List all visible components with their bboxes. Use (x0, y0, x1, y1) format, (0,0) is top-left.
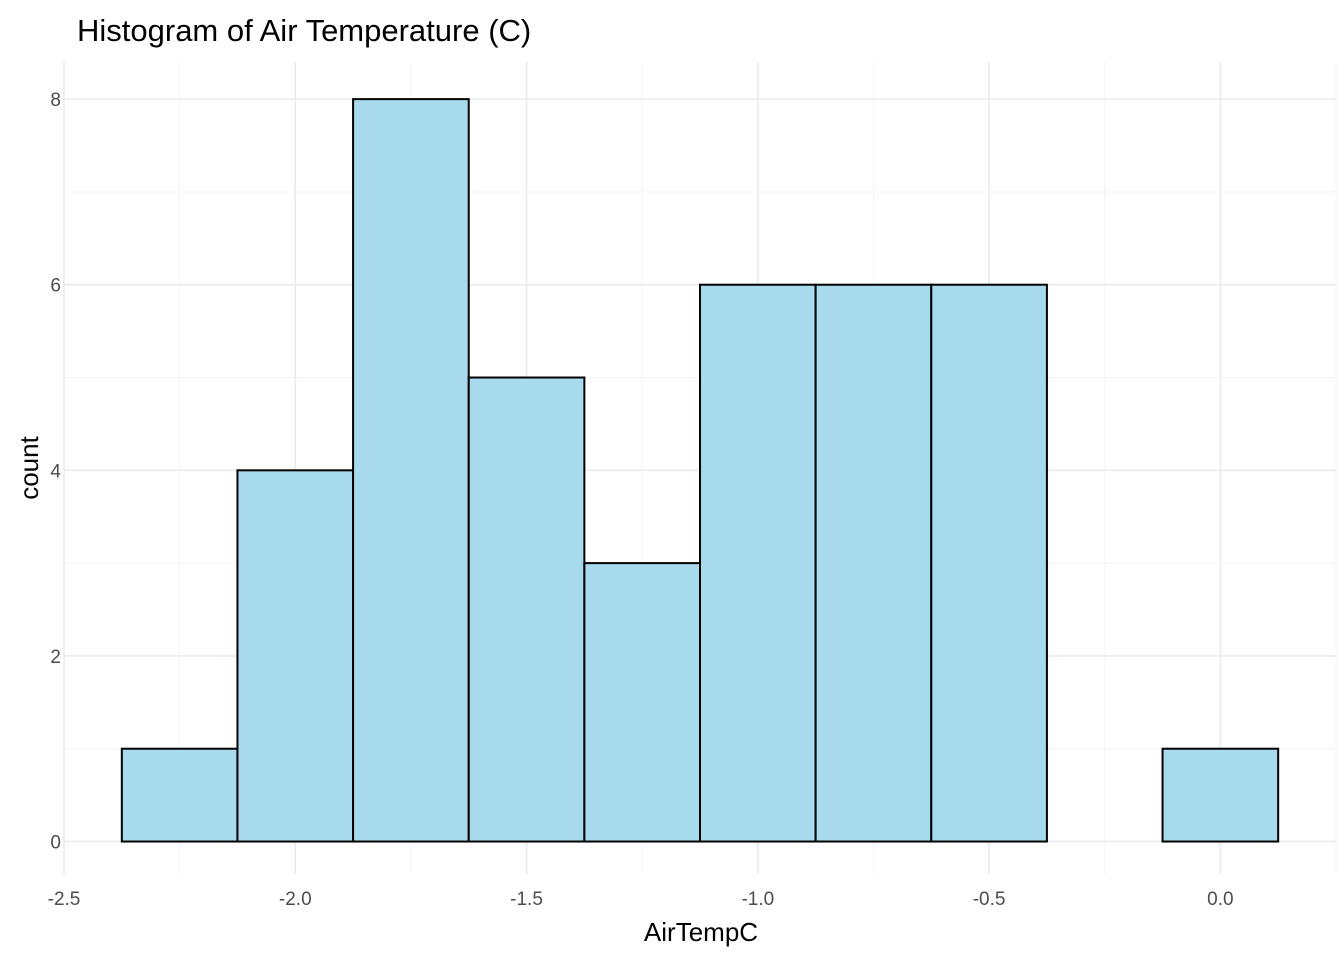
histogram-bar (467, 376, 586, 843)
histogram-bar (352, 98, 470, 843)
histogram-bar (1161, 747, 1280, 843)
histogram-bar (236, 469, 355, 843)
histogram-bar (699, 283, 817, 843)
histogram-bar (120, 747, 239, 843)
histogram-bar (583, 562, 702, 843)
y-tick-label: 8 (50, 90, 61, 111)
x-tick-label: -2.5 (48, 889, 81, 910)
histogram-bar (930, 283, 1048, 843)
y-axis-title: count (14, 435, 44, 499)
y-tick-label: 6 (50, 276, 61, 297)
x-tick-label: -0.5 (973, 889, 1006, 910)
histogram-bar (814, 283, 933, 843)
y-tick-label: 4 (50, 461, 61, 482)
y-tick-label: 2 (50, 647, 61, 668)
y-tick-label: 0 (50, 833, 61, 854)
x-tick-label: 0.0 (1207, 889, 1233, 910)
x-tick-label: -2.0 (279, 889, 312, 910)
histogram-bars (120, 98, 1280, 843)
x-tick-label: -1.0 (741, 889, 774, 910)
x-tick-label: -1.5 (510, 889, 543, 910)
y-axis-tick-labels: 0 2 4 6 8 (50, 90, 61, 853)
x-axis-tick-labels: -2.5 -2.0 -1.5 -1.0 -0.5 0.0 (48, 889, 1234, 910)
x-axis-title: AirTempC (644, 917, 758, 947)
chart-title: Histogram of Air Temperature (C) (77, 13, 531, 48)
